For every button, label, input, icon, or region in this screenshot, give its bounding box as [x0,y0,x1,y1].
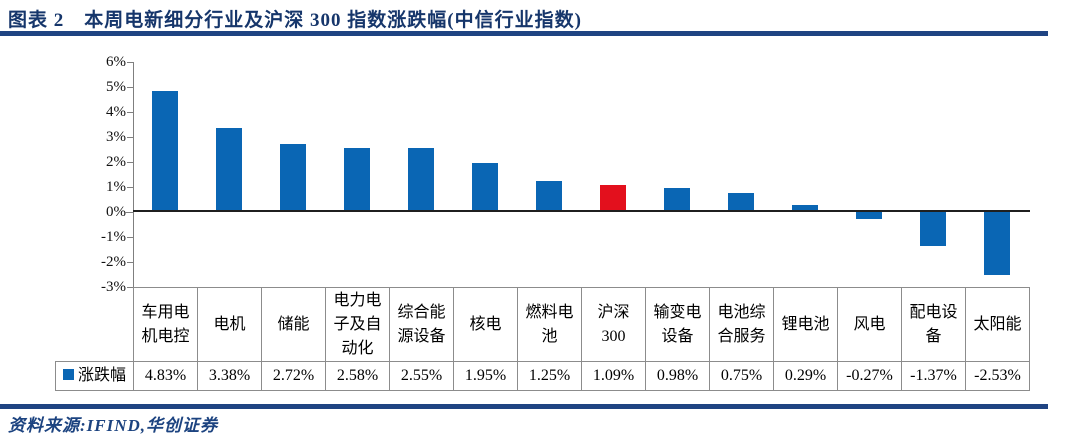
value-cell: 0.29% [773,361,838,391]
y-axis-tick-label: 2% [106,154,126,170]
value-cell: 2.72% [261,361,326,391]
y-axis-tick [127,237,133,238]
chart-bar-综合能源设备 [408,148,434,212]
category-header-cell: 输变电 设备 [645,287,710,362]
category-header-cell: 风电 [837,287,902,362]
chart-bar-车用电机电控 [152,91,178,212]
category-header-cell: 电池综 合服务 [709,287,774,362]
chart-bar-电机 [216,127,242,212]
footer-rule [0,404,1048,409]
y-axis-tick-label: 3% [106,129,126,145]
category-header-cell: 配电设 备 [901,287,966,362]
y-axis-tick-label: 0% [106,204,126,220]
value-cell: 0.75% [709,361,774,391]
y-axis-line [133,62,134,288]
y-axis-tick [127,112,133,113]
value-cell: 1.95% [453,361,518,391]
value-cell: 1.25% [517,361,582,391]
category-header-cell: 电力电 子及自 动化 [325,287,390,362]
category-header-cell: 综合能 源设备 [389,287,454,362]
y-axis-tick [125,212,133,213]
title-underline-rule [0,31,1048,36]
data-table: 车用电 机电控 电机 储能 电力电 子及自 动化 综合能 源设备 核电 燃料电 池沪深 30… [55,287,1030,391]
y-axis-tick [127,262,133,263]
value-cell: 4.83% [133,361,198,391]
y-axis-tick-label: -1% [101,229,126,245]
chart-bar-太阳能 [984,212,1010,276]
zero-baseline [133,210,1030,212]
value-cell: 0.98% [645,361,710,391]
value-cell: -1.37% [901,361,966,391]
value-cell: 2.55% [389,361,454,391]
chart-bar-沪深300 [600,184,626,212]
y-axis-tick [127,187,133,188]
y-axis-tick-label: -2% [101,254,126,270]
table-header-row: 车用电 机电控 电机 储能 电力电 子及自 动化 综合能 源设备 核电 燃料电 池沪深 30… [56,287,1030,362]
legend-key-swatch [62,369,74,381]
value-cell: 2.58% [325,361,390,391]
y-axis-tick-label: 1% [106,179,126,195]
y-axis-tick-label: 4% [106,104,126,120]
figure-title: 图表 2 本周电新细分行业及沪深 300 指数涨跌幅(中信行业指数) [8,10,582,31]
chart-bar-核电 [472,163,498,212]
value-cell: -0.27% [837,361,902,391]
category-header-cell: 锂电池 [773,287,838,362]
y-axis-tick-label: 6% [106,54,126,70]
value-cell: 3.38% [197,361,262,391]
y-axis-tick [127,62,133,63]
chart-bar-储能 [280,144,306,212]
category-header-cell: 车用电 机电控 [133,287,198,362]
value-cell: 1.09% [581,361,646,391]
chart-bar-输变电设备 [664,187,690,212]
category-header-cell: 核电 [453,287,518,362]
legend-cell: 涨跌幅 [55,361,134,391]
y-axis-tick [127,87,133,88]
source-attribution: 资料来源:IFIND,华创证券 [8,416,219,435]
chart-bar-配电设备 [920,212,946,247]
category-header-cell: 燃料电 池 [517,287,582,362]
table-corner-blank-cell [56,288,134,362]
legend-series-label: 涨跌幅 [77,367,126,384]
category-header-cell: 电机 [197,287,262,362]
category-header-cell: 储能 [261,287,326,362]
y-axis-tick [127,137,133,138]
y-axis-tick-label: -3% [101,279,126,295]
y-axis-tick-label: 5% [106,79,126,95]
chart-bar-电力电子及自动化 [344,147,370,212]
y-axis-tick [127,162,133,163]
value-cell: -2.53% [965,361,1030,391]
chart-bar-燃料电池 [536,180,562,212]
chart-bar-电池综合服务 [728,193,754,212]
table-value-row: 涨跌幅 4.83% 3.38% 2.72% 2.58% 2.55% 1.95% 1.25% 1.… [55,361,1030,391]
category-header-cell: 太阳能 [965,287,1030,362]
y-axis-tick [127,287,133,288]
chart-bar-锂电池 [792,204,818,212]
category-header-cell: 沪深 300 [581,287,646,362]
chart-bar-风电 [856,212,882,219]
